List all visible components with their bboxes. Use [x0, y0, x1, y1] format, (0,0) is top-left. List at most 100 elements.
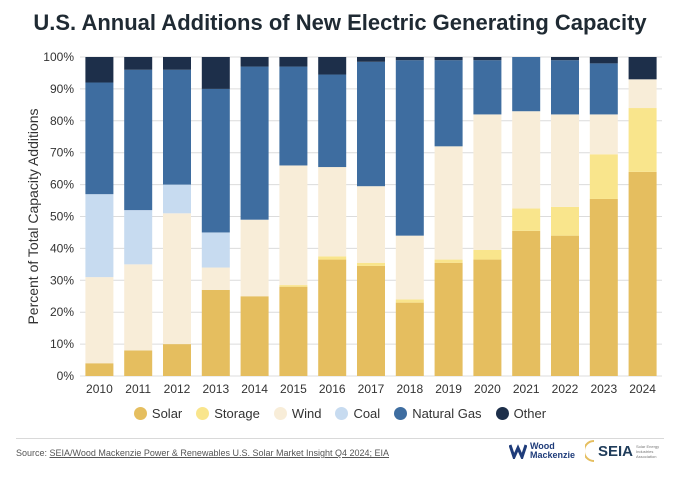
legend-swatch: [335, 407, 349, 420]
bar-segment-wind: [589, 114, 618, 155]
y-tick-label: 100%: [43, 50, 74, 64]
bar-segment-solar: [628, 171, 657, 376]
bar-segment-coal: [201, 232, 230, 268]
x-tick-label: 2018: [396, 382, 423, 396]
source-prefix: Source:: [16, 448, 50, 458]
wood-mackenzie-line2: Mackenzie: [529, 450, 575, 460]
bar-segment-wind: [357, 186, 385, 263]
y-tick-label: 80%: [50, 114, 74, 128]
bar-segment-wind: [163, 213, 191, 345]
legend-swatch: [273, 407, 287, 420]
x-tick-label: 2021: [513, 382, 540, 396]
bar-segment-storage: [434, 259, 463, 263]
legend-label: Solar: [151, 406, 183, 421]
bar-segment-other: [163, 57, 191, 70]
bar-segment-storage: [512, 208, 541, 231]
x-tick-label: 2019: [435, 382, 462, 396]
x-tick-label: 2013: [202, 382, 229, 396]
legend-swatch: [495, 407, 509, 420]
bar-segment-natural-gas: [473, 60, 502, 115]
bar-segment-storage: [357, 262, 385, 266]
bar-segment-solar: [240, 296, 269, 376]
y-axis-label: Percent of Total Capacity Additions: [25, 108, 41, 324]
x-tick-label: 2016: [319, 382, 346, 396]
bar-segment-wind: [512, 111, 541, 209]
bar-segment-solar: [551, 235, 579, 376]
bar-segment-natural-gas: [357, 61, 385, 187]
bar-segment-solar: [512, 230, 541, 376]
legend-item-natural-gas: Natural Gas: [394, 406, 482, 421]
legend-label: Other: [513, 406, 547, 421]
x-tick-label: 2014: [241, 382, 268, 396]
source-link[interactable]: SEIA/Wood Mackenzie Power & Renewables U…: [49, 448, 390, 458]
x-tick-label: 2010: [86, 382, 113, 396]
bar-segment-wind: [473, 114, 502, 250]
bar-segment-wind: [85, 277, 114, 364]
bar-segment-coal: [163, 184, 191, 214]
bar-segment-other: [357, 57, 385, 62]
bar-segment-wind: [124, 264, 153, 351]
legend-swatch: [394, 407, 408, 420]
y-tick-label: 20%: [50, 305, 74, 319]
bar-segment-natural-gas: [434, 60, 463, 147]
bar-segment-other: [395, 57, 424, 61]
legend-item-storage: Storage: [196, 406, 260, 421]
x-tick-label: 2012: [164, 382, 191, 396]
bar-segment-natural-gas: [512, 57, 541, 112]
legend-swatch: [133, 407, 147, 420]
bar-segment-natural-gas: [163, 69, 191, 185]
bar-segment-solar: [85, 363, 114, 376]
bar-segment-other: [124, 57, 153, 70]
bar-segment-storage: [551, 206, 579, 236]
bar-segment-storage: [628, 108, 657, 172]
y-tick-label: 30%: [50, 273, 74, 287]
y-tick-label: 90%: [50, 82, 74, 96]
y-tick-label: 10%: [50, 337, 74, 351]
logos: Wood Mackenzie SEIA Solar Energy Industr…: [508, 440, 666, 462]
y-tick-label: 0%: [57, 369, 75, 383]
bar-segment-solar: [434, 262, 463, 376]
bar-segment-solar: [279, 286, 308, 376]
seia-wordmark: SEIA: [597, 442, 633, 460]
bar-segment-natural-gas: [240, 66, 269, 220]
bar-segment-wind: [240, 219, 269, 297]
bar-segment-natural-gas: [279, 66, 308, 166]
source-note: Source: SEIA/Wood Mackenzie Power & Rene…: [16, 448, 389, 458]
bar-segment-solar: [318, 259, 347, 376]
bar-segment-wind: [434, 146, 463, 260]
chart-legend: Solar Storage Wind Coal Natural Gas Other: [0, 406, 680, 421]
x-tick-label: 2011: [125, 382, 151, 396]
wood-mackenzie-logo: Wood Mackenzie: [508, 442, 575, 460]
bar-segment-storage: [473, 249, 502, 260]
bar-segment-natural-gas: [85, 82, 114, 195]
legend-swatch: [196, 407, 210, 420]
wood-mackenzie-icon: [508, 444, 527, 459]
legend-item-coal: Coal: [335, 406, 380, 421]
bar-segment-natural-gas: [395, 60, 424, 236]
x-tick-label: 2017: [358, 382, 385, 396]
x-tick-label: 2024: [629, 382, 656, 396]
y-tick-label: 70%: [50, 146, 74, 160]
bar-segment-other: [201, 57, 230, 89]
bar-segment-other: [628, 57, 657, 80]
bar-segment-wind: [318, 167, 347, 257]
legend-item-solar: Solar: [133, 406, 183, 421]
bar-segment-solar: [589, 198, 618, 376]
legend-label: Natural Gas: [412, 406, 482, 421]
x-tick-label: 2020: [474, 382, 501, 396]
legend-item-wind: Wind: [273, 406, 321, 421]
bar-segment-natural-gas: [589, 63, 618, 115]
sun-arc-icon: [584, 440, 595, 462]
seia-logo: SEIA Solar Energy Industries Association: [584, 440, 666, 462]
bar-segment-solar: [163, 344, 191, 376]
bar-segment-wind: [551, 114, 579, 207]
bar-segment-other: [551, 57, 579, 61]
bar-segment-wind: [395, 235, 424, 300]
bar-segment-wind: [201, 267, 230, 290]
bar-segment-wind: [628, 79, 657, 109]
legend-label: Coal: [353, 406, 381, 421]
bar-segment-solar: [473, 259, 502, 376]
x-tick-label: 2023: [590, 382, 617, 396]
y-tick-label: 50%: [50, 210, 74, 224]
bar-segment-other: [318, 57, 347, 75]
